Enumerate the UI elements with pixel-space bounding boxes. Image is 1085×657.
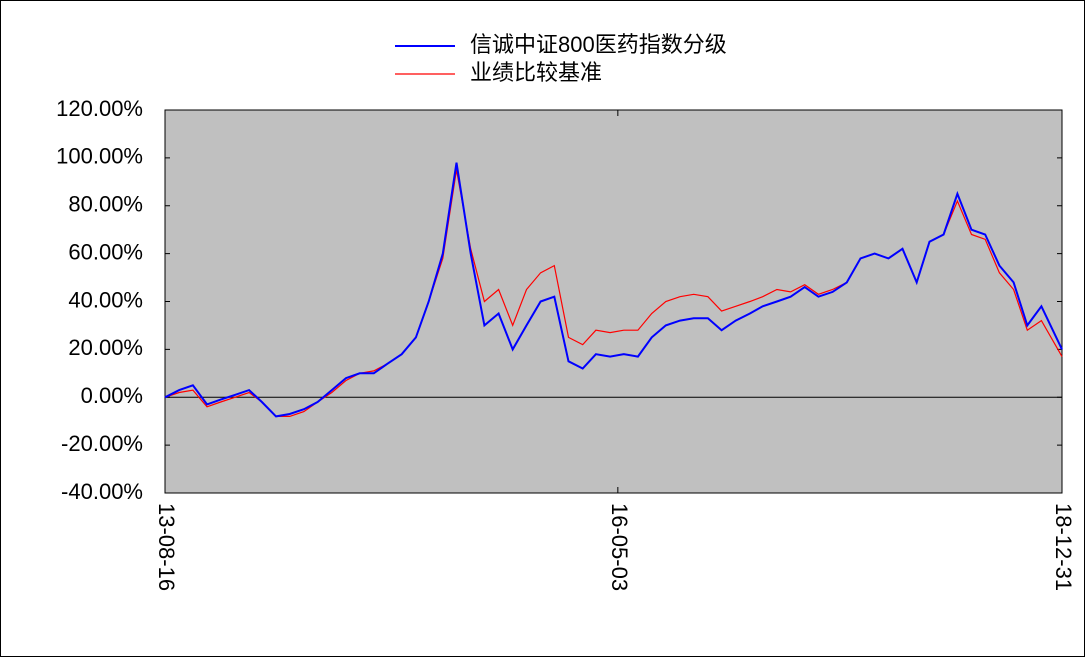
y-tick-label: 0.00% [81, 383, 143, 408]
x-tick-label: 18-12-31 [1051, 503, 1076, 591]
plot-area [164, 109, 1063, 494]
y-tick-label: 120.00% [56, 96, 143, 121]
x-tick-label: 16-05-03 [607, 503, 632, 591]
y-tick-label: 100.00% [56, 144, 143, 169]
series-line [164, 162, 1063, 418]
y-tick-label: 20.00% [68, 335, 143, 360]
y-tick-label: 40.00% [68, 287, 143, 312]
y-tick-label: 80.00% [68, 192, 143, 217]
y-tick-label: -20.00% [61, 431, 143, 456]
legend-label: 业绩比较基准 [470, 60, 602, 85]
y-tick-label: 60.00% [68, 239, 143, 264]
legend-label: 信诚中证800医药指数分级 [470, 32, 727, 57]
y-tick-label: -40.00% [61, 479, 143, 504]
x-tick-label: 13-08-16 [154, 503, 179, 591]
